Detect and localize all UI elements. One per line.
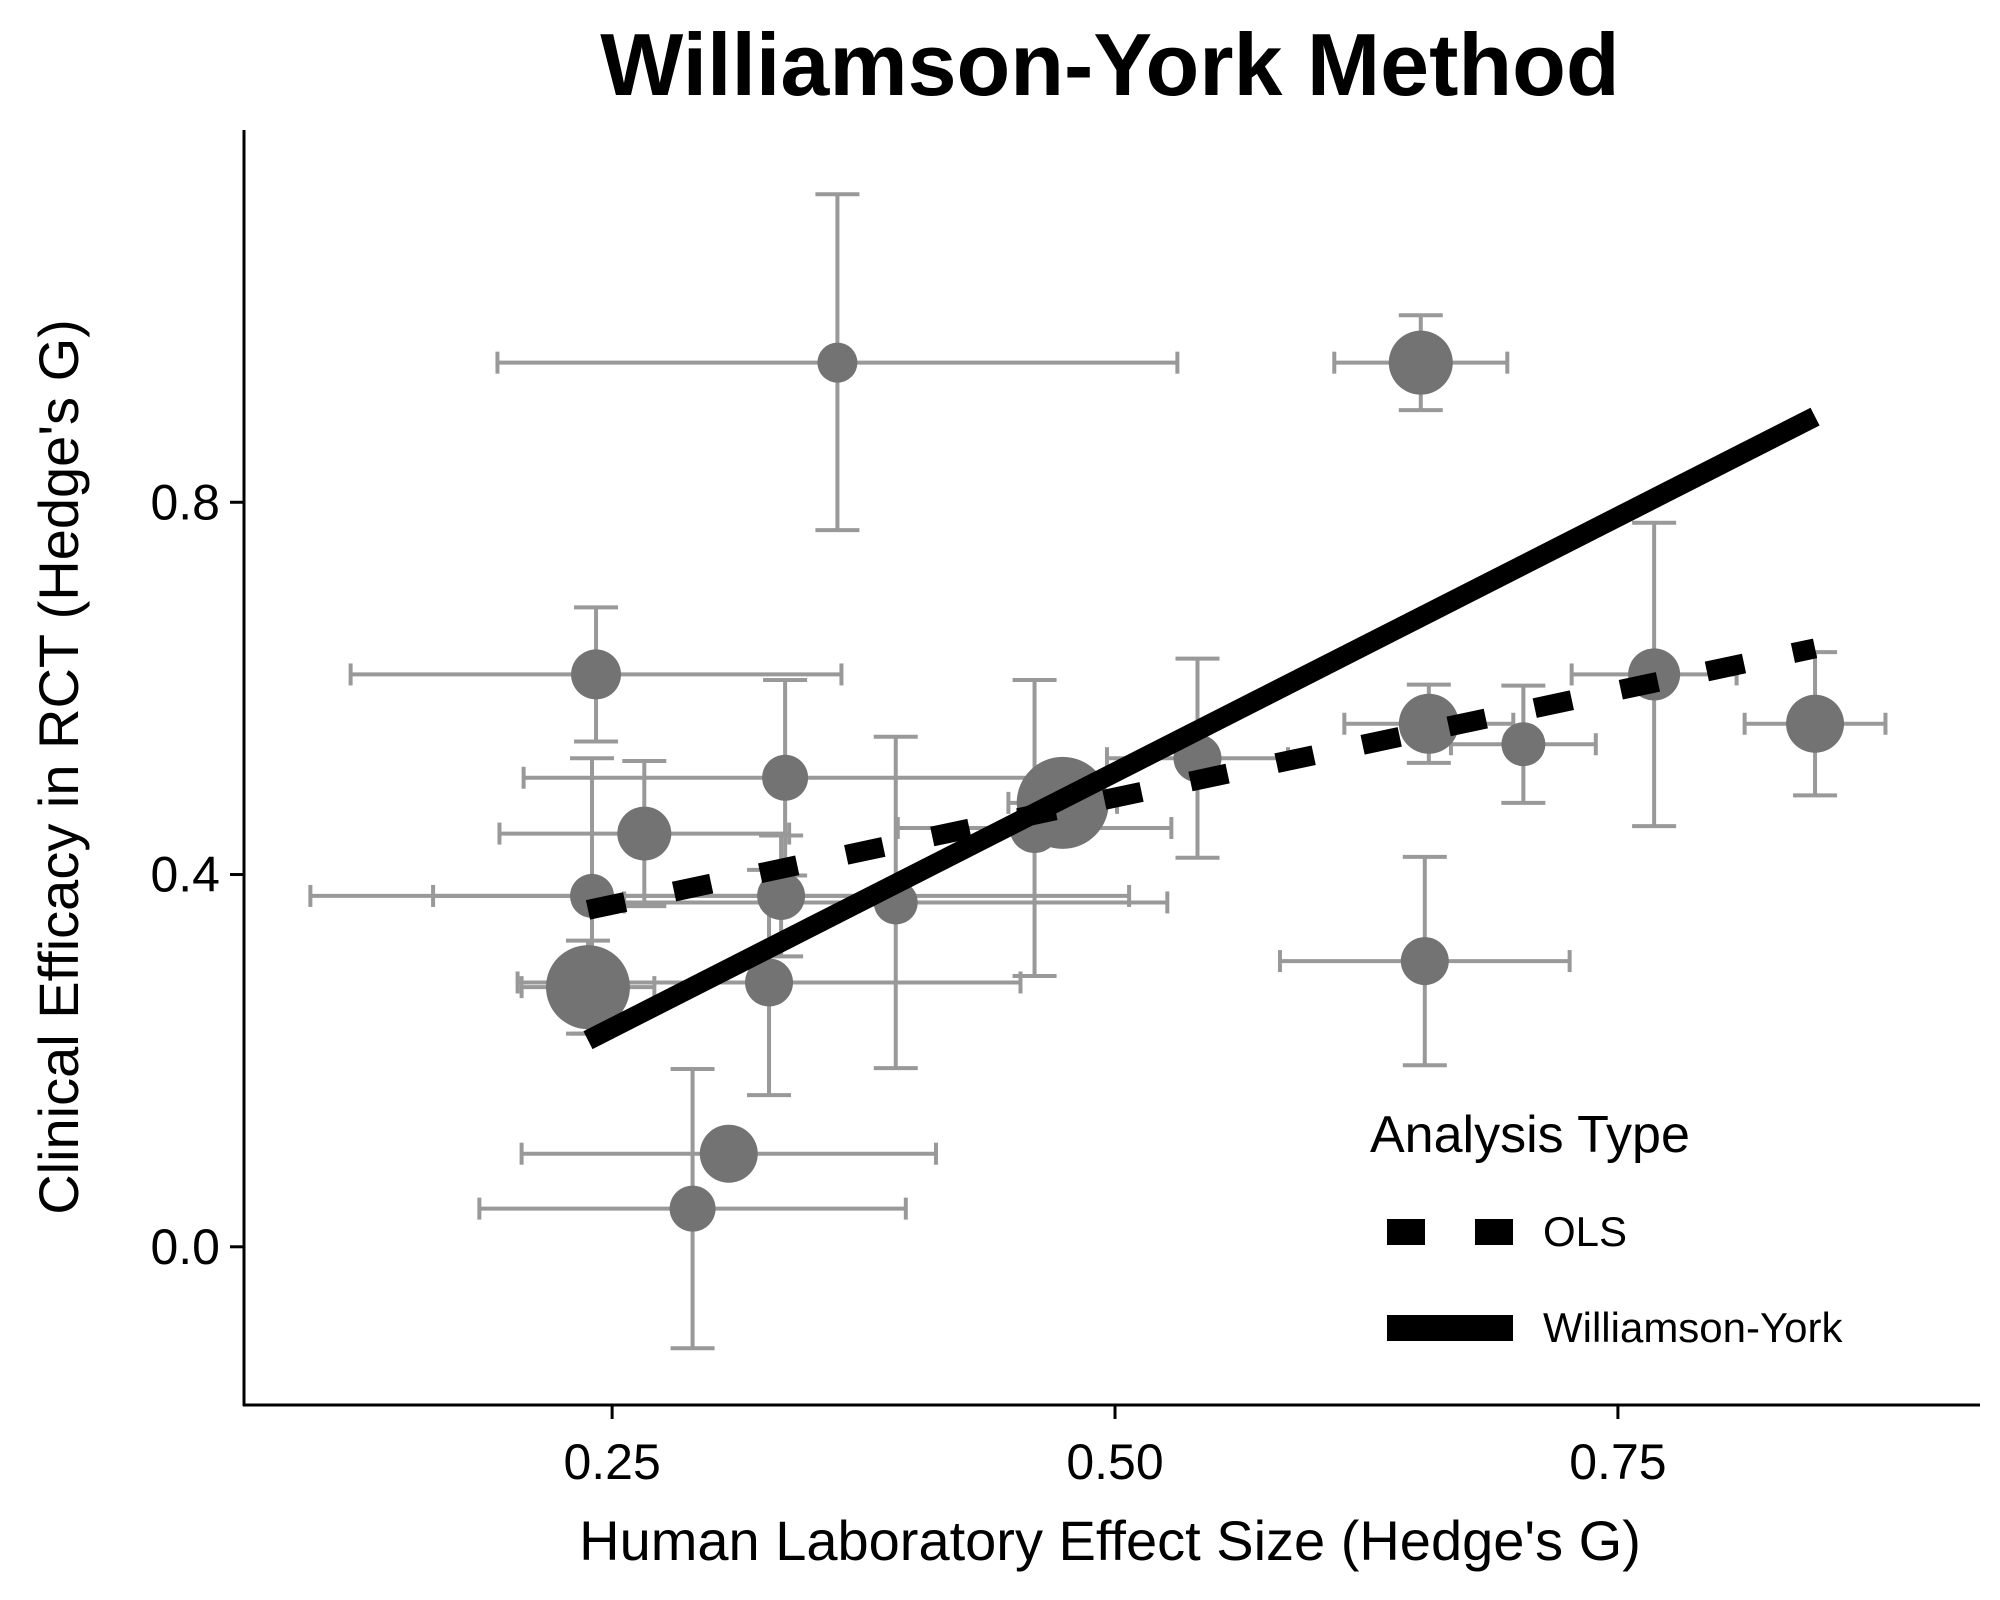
x-tick-label: 0.75	[1569, 1434, 1666, 1490]
data-point-20	[669, 1185, 716, 1232]
data-point-2	[1388, 330, 1453, 395]
data-point-1	[817, 342, 858, 383]
williamson-york-line	[583, 407, 1820, 1050]
data-point-10	[745, 958, 794, 1007]
x-tick-label: 0.50	[1066, 1434, 1163, 1490]
legend-label-williamson-york: Williamson-York	[1543, 1304, 1844, 1351]
y-tick-label: 0.4	[150, 847, 220, 903]
x-tick-label: 0.25	[563, 1434, 660, 1490]
data-point-18	[1400, 937, 1449, 986]
legend-title: Analysis Type	[1370, 1106, 1690, 1164]
data-point-3	[571, 649, 622, 700]
legend: Analysis Type OLS Williamson-York	[1370, 1106, 1844, 1351]
legend-label-ols: OLS	[1543, 1208, 1627, 1255]
data-point-17	[1786, 694, 1845, 753]
data-point-7	[757, 871, 806, 920]
data-point-19	[699, 1124, 758, 1183]
y-axis-ticks: 0.0 0.4 0.8	[150, 474, 244, 1275]
axes	[242, 130, 1980, 1407]
ols-line	[585, 638, 1818, 920]
x-axis-ticks: 0.25 0.50 0.75	[563, 1405, 1667, 1490]
data-point-5	[617, 806, 672, 861]
chart-title: Williamson-York Method	[600, 15, 1619, 114]
x-axis-title: Human Laboratory Effect Size (Hedge's G)	[579, 1509, 1641, 1572]
data-point-15	[1501, 722, 1546, 767]
y-tick-label: 0.0	[150, 1219, 220, 1275]
plot-area	[308, 192, 1888, 1351]
y-axis-title: Clinical Efficacy in RCT (Hedge's G)	[27, 319, 90, 1215]
data-point-9	[545, 945, 630, 1030]
y-tick-label: 0.8	[150, 474, 220, 530]
data-point-4	[762, 754, 809, 801]
data-point-14	[1398, 693, 1459, 754]
